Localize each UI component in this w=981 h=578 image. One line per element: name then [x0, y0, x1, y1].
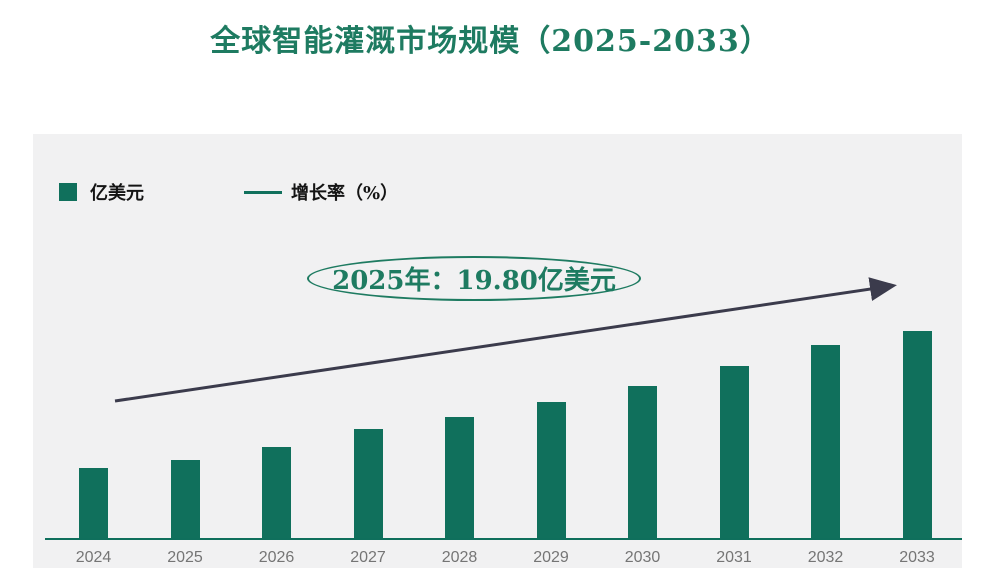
- x-axis-line: [45, 538, 962, 540]
- bar-2024: [79, 468, 108, 539]
- x-tick-label-2028: 2028: [441, 549, 478, 566]
- bar-2030: [628, 386, 657, 539]
- x-tick-label-2027: 2027: [350, 549, 386, 566]
- bar-2027: [353, 429, 383, 539]
- annotation-text: 2025年：19.80亿美元: [332, 266, 616, 296]
- legend-label-line-series: 增长率（%）: [291, 183, 399, 204]
- chart-card: 亿美元 增长率（%） 2025年：19.80亿美元 2024 2025 2026 20…: [33, 134, 962, 568]
- bar-2031: [719, 366, 749, 539]
- x-tick-label-2031: 2031: [716, 549, 752, 566]
- x-tick-label-2032: 2032: [807, 549, 844, 566]
- annotation-ellipse: 2025年：19.80亿美元: [307, 256, 641, 301]
- x-tick-label-2025: 2025: [167, 549, 203, 566]
- bar-2032: [811, 345, 840, 539]
- bar-2028: [445, 417, 474, 539]
- x-tick-label-2033: 2033: [899, 549, 935, 566]
- x-tick-label-2029: 2029: [533, 549, 569, 566]
- x-tick-label-2026: 2026: [258, 549, 295, 566]
- bar-2033: [902, 331, 932, 539]
- bar-2025: [170, 460, 200, 539]
- bar-2026: [262, 447, 291, 539]
- legend: 亿美元 增长率（%）: [59, 180, 398, 204]
- page-title: 全球智能灌溉市场规模（2025-2033）: [210, 24, 771, 59]
- bar-series-swatch-icon: [59, 183, 77, 201]
- x-tick-label-2030: 2030: [624, 549, 661, 566]
- x-tick-label-2024: 2024: [75, 549, 112, 566]
- legend-label-bar-series: 亿美元: [90, 183, 144, 204]
- line-series-swatch-icon: [244, 190, 282, 194]
- bar-2029: [536, 402, 566, 539]
